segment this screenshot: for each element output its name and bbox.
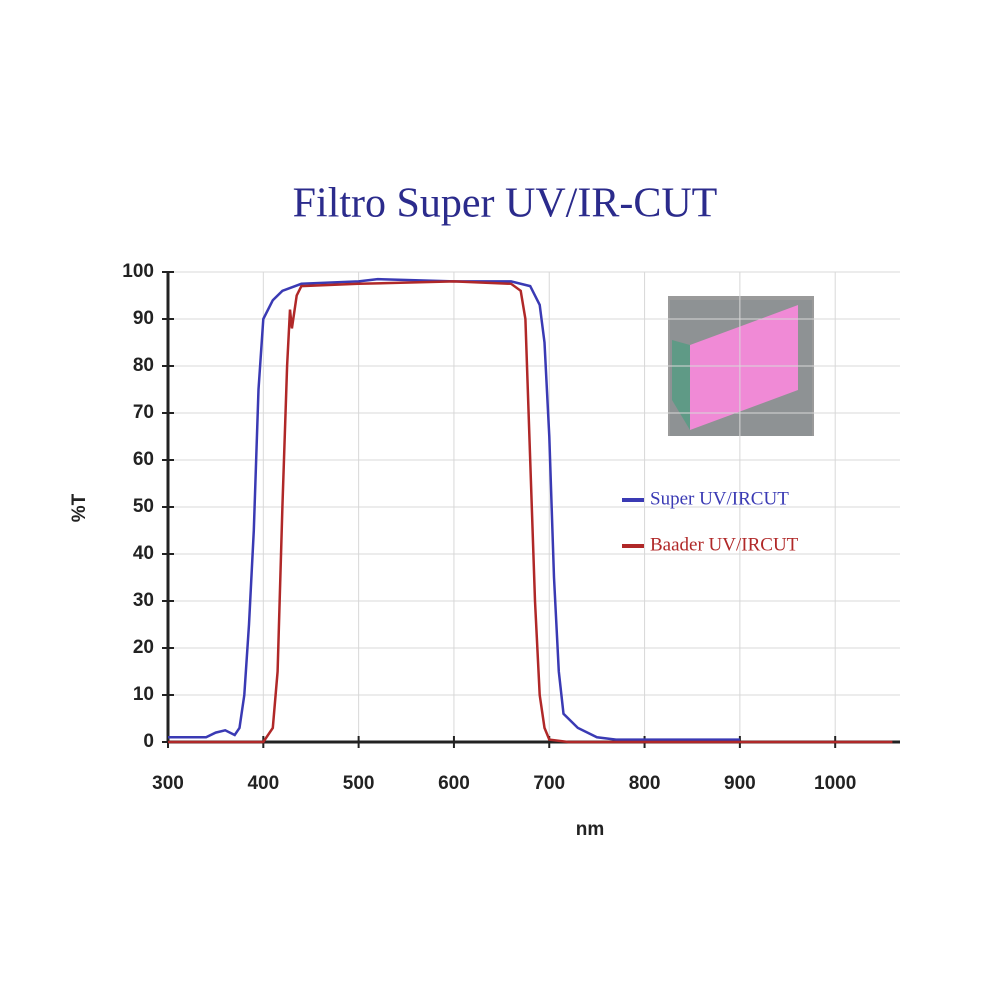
x-tick-label: 500 [343,773,375,794]
y-tick-label: 10 [133,684,154,705]
y-tick-label: 30 [133,590,154,611]
y-tick-label: 60 [133,449,154,470]
x-tick-label: 900 [724,773,756,794]
y-tick-label: 0 [143,731,154,752]
chart-title: Filtro Super UV/IR-CUT [293,181,718,227]
y-tick-label: 40 [133,543,154,564]
y-tick-label: 80 [133,355,154,376]
x-axis-label: nm [576,819,605,840]
legend-label: Super UV/IRCUT [650,488,789,509]
y-tick-label: 90 [133,308,154,329]
y-tick-label: 50 [133,496,154,517]
x-tick-label: 400 [247,773,279,794]
y-tick-label: 20 [133,637,154,658]
series-line [168,280,893,744]
x-tick-label: 600 [438,773,470,794]
x-tick-label: 700 [533,773,565,794]
x-tick-label: 800 [629,773,661,794]
y-axis-label: %T [69,493,90,522]
series-line [168,277,740,741]
y-tick-label: 70 [133,402,154,423]
x-tick-label: 1000 [814,773,856,794]
x-tick-label: 300 [152,773,184,794]
y-tick-label: 100 [122,261,154,282]
legend-label: Baader UV/IRCUT [650,534,799,555]
